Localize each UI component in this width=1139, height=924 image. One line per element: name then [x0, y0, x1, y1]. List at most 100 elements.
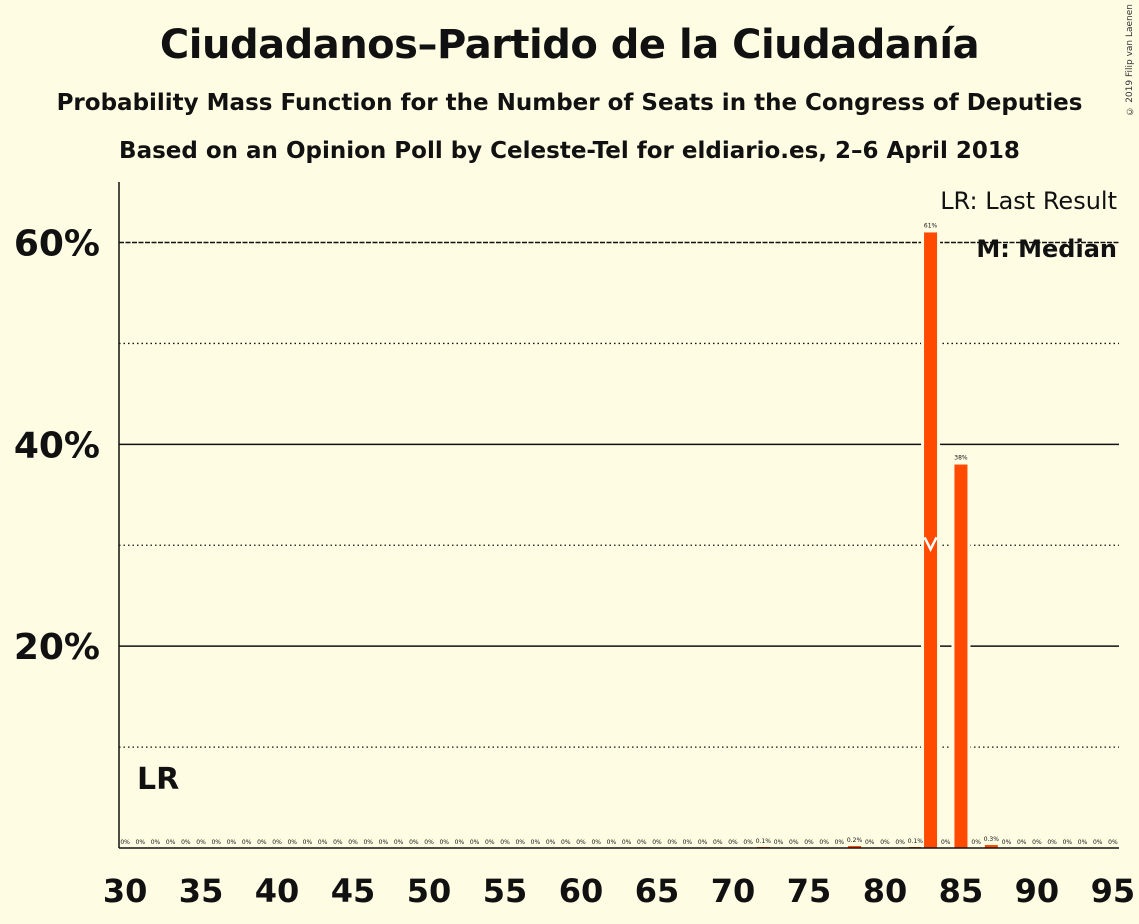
x-tick-label: 70	[711, 872, 756, 910]
x-tick-label: 75	[787, 872, 832, 910]
x-tick-label: 80	[863, 872, 908, 910]
bar-label-53: 0%	[470, 839, 480, 846]
bar-label-70: 0%	[728, 839, 738, 846]
bar-label-67: 0%	[683, 839, 693, 846]
bar-label-55: 0%	[500, 839, 510, 846]
markers: LR	[137, 536, 938, 797]
bar-label-80: 0%	[880, 839, 890, 846]
bar-label-56: 0%	[515, 839, 525, 846]
bar-label-81: 0%	[895, 839, 905, 846]
bar-label-60: 0%	[576, 839, 586, 846]
bar-label-73: 0%	[774, 839, 784, 846]
x-tick-label: 45	[331, 872, 376, 910]
bar-label-76: 0%	[819, 839, 829, 846]
x-tick-label: 50	[407, 872, 452, 910]
bar-label-68: 0%	[698, 839, 708, 846]
x-tick-label: 40	[255, 872, 300, 910]
bar-seat-83	[924, 232, 938, 849]
bar-label-88: 0%	[1002, 839, 1012, 846]
bars	[756, 229, 998, 849]
x-tick-label: 35	[179, 872, 224, 910]
bar-label-46: 0%	[363, 839, 373, 846]
bar-label-43: 0%	[318, 839, 328, 846]
bar-label-64: 0%	[637, 839, 647, 846]
x-tick-label: 95	[1091, 872, 1136, 910]
bar-label-93: 0%	[1078, 839, 1088, 846]
bar-label-51: 0%	[439, 839, 449, 846]
bar-label-82: 0.1%	[908, 838, 924, 845]
last-result-marker: LR	[137, 762, 179, 797]
bar-seat-78	[848, 845, 862, 848]
median-marker	[923, 536, 938, 553]
bar-label-54: 0%	[485, 839, 495, 846]
bar-label-36: 0%	[211, 839, 221, 846]
bar-label-57: 0%	[531, 839, 541, 846]
bar-label-41: 0%	[287, 839, 297, 846]
bar-label-31: 0%	[136, 839, 146, 846]
bar-label-38: 0%	[242, 839, 252, 846]
bar-label-44: 0%	[333, 839, 343, 846]
bar-label-84: 0%	[941, 839, 951, 846]
bar-label-74: 0%	[789, 839, 799, 846]
bar-label-35: 0%	[196, 839, 206, 846]
bar-label-48: 0%	[394, 839, 404, 846]
bar-label-94: 0%	[1093, 839, 1103, 846]
bar-label-78: 0.2%	[847, 837, 863, 844]
bar-label-66: 0%	[667, 839, 677, 846]
x-tick-label: 30	[103, 872, 148, 910]
bar-label-75: 0%	[804, 839, 814, 846]
bar-label-92: 0%	[1063, 839, 1073, 846]
chart-source: Based on an Opinion Poll by Celeste-Tel …	[119, 138, 1020, 164]
bar-label-32: 0%	[151, 839, 161, 846]
y-tick-label: 60%	[14, 224, 100, 265]
y-tick-labels: 20% 40% 60%	[14, 224, 100, 669]
bar-label-59: 0%	[561, 839, 571, 846]
bar-label-61: 0%	[591, 839, 601, 846]
bar-label-62: 0%	[607, 839, 617, 846]
bar-label-91: 0%	[1047, 839, 1057, 846]
axes	[118, 182, 1119, 849]
bar-label-87: 0.3%	[984, 836, 1000, 843]
bar-label-33: 0%	[166, 839, 176, 846]
bar-label-37: 0%	[227, 839, 237, 846]
bar-label-89: 0%	[1017, 839, 1027, 846]
bar-label-83: 61%	[924, 222, 938, 229]
bar-label-65: 0%	[652, 839, 662, 846]
bar-label-79: 0%	[865, 839, 875, 846]
chart-title: Ciudadanos–Partido de la Ciudadanía	[159, 22, 980, 68]
legend: LR: Last Result M: Median	[940, 187, 1117, 263]
legend-last-result: LR: Last Result	[940, 187, 1117, 215]
y-tick-label: 20%	[14, 627, 100, 668]
bar-label-85: 38%	[954, 455, 968, 462]
bar-label-40: 0%	[272, 839, 282, 846]
bar-seat-87	[984, 844, 998, 848]
x-tick-label: 60	[559, 872, 604, 910]
bar-label-63: 0%	[622, 839, 632, 846]
bar-labels: 0% 0% 0% 0% 0% 0% 0% 0% 0% 0% 0% 0% 0% 0% 0% 0% 0% 0% 0% 0%…	[120, 222, 1118, 846]
bar-label-72: 0.1%	[756, 838, 772, 845]
bar-label-58: 0%	[546, 839, 556, 846]
x-tick-label: 90	[1015, 872, 1060, 910]
bar-label-52: 0%	[455, 839, 465, 846]
bar-label-50: 0%	[424, 839, 434, 846]
bar-seat-85	[954, 464, 968, 848]
chart-subtitle: Probability Mass Function for the Number…	[56, 90, 1083, 116]
bar-label-49: 0%	[409, 839, 419, 846]
bar-label-71: 0%	[743, 839, 753, 846]
x-tick-label: 65	[635, 872, 680, 910]
x-tick-labels: 30 35 40 45 50 55 60 65 70 75 80 85 90 95	[103, 872, 1135, 910]
bar-label-45: 0%	[348, 839, 358, 846]
bar-label-86: 0%	[971, 839, 981, 846]
bar-label-95: 0%	[1108, 839, 1118, 846]
bar-label-69: 0%	[713, 839, 723, 846]
legend-median: M: Median	[976, 235, 1117, 263]
x-tick-label: 55	[483, 872, 528, 910]
bar-label-47: 0%	[379, 839, 389, 846]
bar-label-34: 0%	[181, 839, 191, 846]
bar-label-30: 0%	[120, 839, 130, 846]
y-tick-label: 40%	[14, 425, 100, 466]
bar-label-77: 0%	[835, 839, 845, 846]
bar-label-90: 0%	[1032, 839, 1042, 846]
x-tick-label: 85	[939, 872, 984, 910]
